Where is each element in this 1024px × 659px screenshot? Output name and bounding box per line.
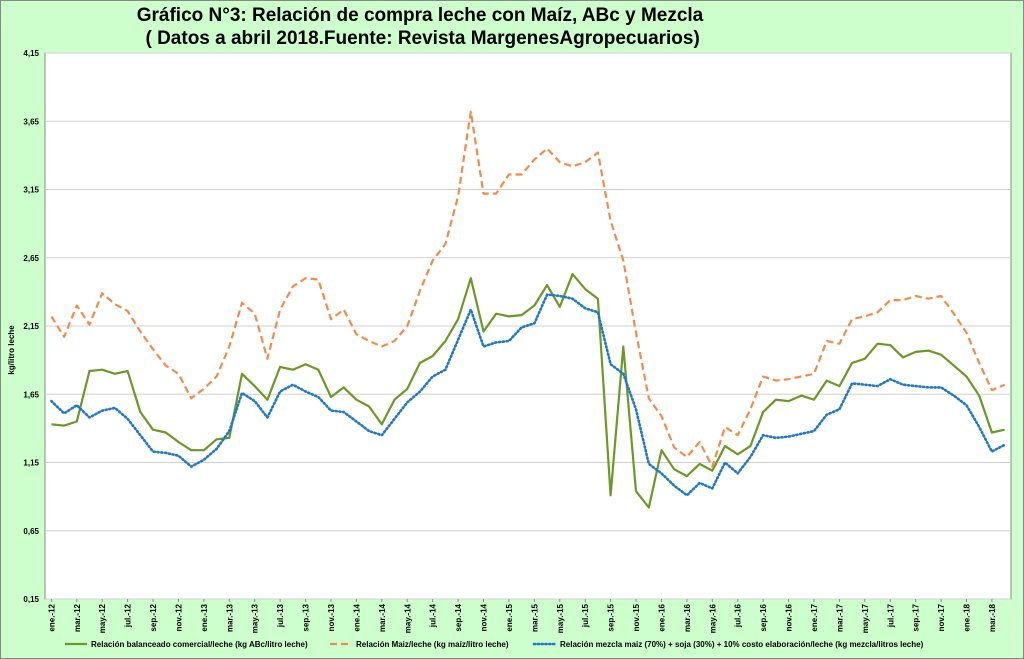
chart-title-line1: Gráfico N°3: Relación de compra leche co… [136, 5, 704, 26]
x-tick-label: nov.-13 [327, 603, 336, 631]
y-tick-label: 3,65 [23, 117, 39, 126]
x-tick-label: ene.-16 [657, 603, 666, 631]
legend-label-2: Relación Maiz/leche (kg maíz/litro leche… [356, 640, 509, 649]
y-tick-label: 4,15 [23, 49, 39, 58]
series-line-1 [51, 273, 1005, 509]
x-tick-label: nov.-15 [632, 603, 641, 631]
y-tick-label: 1,15 [23, 459, 39, 468]
legend: Relación balanceado comercial/leche (kg … [65, 640, 924, 649]
y-axis-label: kg/litro leche [7, 325, 16, 375]
x-tick-label: jul.-13 [276, 603, 285, 628]
x-tick-label: ene.-18 [963, 603, 972, 631]
x-tick-label: sep.-15 [607, 603, 616, 631]
x-tick-label: sep.-14 [454, 603, 463, 631]
chart-subtitle: ( Datos a abril 2018.Fuente: Revista Mar… [140, 28, 700, 49]
x-tick-label: jul.-15 [581, 603, 590, 628]
x-tick-label: ene.-15 [505, 603, 514, 631]
x-tick-label: sep.-13 [302, 603, 311, 631]
x-tick-label: sep.-12 [149, 603, 158, 631]
x-tick-label: nov.-14 [480, 603, 489, 631]
y-tick-label: 3,15 [23, 186, 39, 195]
x-tick-label: mar.-14 [378, 603, 387, 632]
series-line-3 [50, 293, 1006, 497]
x-tick-label: mar.-18 [988, 603, 997, 632]
x-tick-label: may.-14 [403, 603, 412, 633]
x-tick-label: mar.-17 [835, 603, 844, 632]
y-tick-label: 0,65 [23, 527, 39, 536]
chart-title: Gráfico N°3: Relación de compra leche co… [0, 4, 840, 50]
x-tick-label: ene.-14 [352, 603, 361, 631]
x-tick-label: jul.-14 [429, 603, 438, 628]
y-tick-label: 0,15 [23, 595, 39, 604]
x-tick-label: nov.-17 [937, 603, 946, 631]
x-tick-label: ene.-12 [47, 603, 56, 631]
y-tick-label: 2,15 [23, 322, 39, 331]
y-axis-ticks: 0,15 0,65 1,15 1,65 2,15 2,65 3,15 3,65 4,15 [23, 49, 39, 604]
x-tick-label: nov.-12 [174, 603, 183, 631]
x-tick-label: mar.-12 [73, 603, 82, 632]
x-tick-label: nov.-16 [785, 603, 794, 631]
series-line-2 [50, 110, 1006, 468]
x-tick-label: may.-13 [251, 603, 260, 633]
x-tick-label: jul.-17 [886, 603, 895, 628]
x-tick-label: mar.-16 [683, 603, 692, 632]
x-tick-label: ene.-17 [810, 603, 819, 631]
series-group [50, 110, 1006, 509]
x-tick-label: may.-17 [861, 603, 870, 633]
legend-label-3: Relación mezcla maiz (70%) + soja (30%) … [560, 640, 924, 649]
x-tick-label: may.-12 [98, 603, 107, 633]
x-tick-label: mar.-13 [225, 603, 234, 632]
x-tick-label: mar.-15 [530, 603, 539, 632]
legend-label-1: Relación balanceado comercial/leche (kg … [91, 640, 308, 649]
x-tick-label: ene.-13 [200, 603, 209, 631]
x-axis-ticks: ene.-12 mar.-12 may.-12 jul.-12 sep.-12 nov.-… [47, 599, 997, 633]
x-tick-label: may.-16 [708, 603, 717, 633]
x-tick-label: sep.-17 [912, 603, 921, 631]
x-tick-label: jul.-12 [124, 603, 133, 628]
x-tick-label: sep.-16 [759, 603, 768, 631]
x-tick-label: jul.-16 [734, 603, 743, 628]
y-tick-label: 2,65 [23, 254, 39, 263]
y-tick-label: 1,65 [23, 390, 39, 399]
x-tick-label: may.-15 [556, 603, 565, 633]
